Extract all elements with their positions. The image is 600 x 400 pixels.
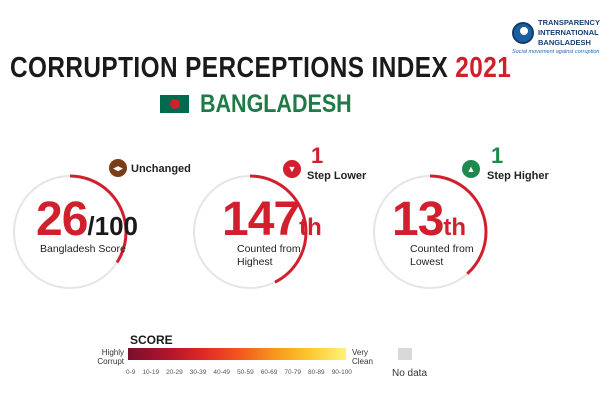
ring-progress	[12, 174, 128, 290]
legend-tick: 90-100	[331, 369, 352, 376]
ring-progress	[372, 174, 488, 290]
score-value: 26/100	[36, 196, 138, 250]
score-ring	[8, 170, 132, 294]
legend-low-line-2: Corrupt	[97, 357, 124, 366]
legend-tick: 80-89	[308, 369, 325, 376]
legend-high-line-2: Clean	[352, 357, 373, 366]
legend-ticks: 0-9 10-19 20-29 30-39 40-49 50-59 60-69 …	[126, 369, 352, 376]
legend-high-label: Very Clean	[352, 348, 373, 366]
rank-lowest-ring	[368, 170, 492, 294]
legend-tick: 10-19	[142, 369, 160, 376]
no-data-label: No data	[392, 368, 428, 379]
rank-lowest-caption-line-1: Counted from	[410, 243, 474, 255]
country-name: BANGLADESH	[200, 90, 352, 118]
rank-highest-ring-graphic	[192, 174, 308, 290]
rank-lowest-suffix: th	[443, 214, 467, 241]
score-color-scale	[128, 348, 346, 360]
legend-title: SCORE	[130, 333, 173, 347]
rank-highest-caption-line-1: Counted from	[237, 243, 301, 255]
legend-tick: 50-59	[237, 369, 254, 376]
rank-highest-status: Step Lower	[307, 170, 367, 182]
logo-tagline: Social movement against corruption	[512, 49, 600, 55]
rank-lowest-number: 13	[392, 193, 444, 246]
logo-line-2: INTERNATIONAL	[538, 28, 599, 37]
rank-highest-number: 147	[222, 193, 300, 246]
logo-line-1: TRANSPARENCY	[538, 18, 600, 27]
legend-tick: 40-49	[213, 369, 231, 376]
legend-low-label: Highly Corrupt	[94, 348, 124, 366]
rank-highest-caption: Counted from Highest	[237, 243, 301, 269]
legend-tick: 60-69	[260, 369, 278, 376]
legend-low-line-1: Highly	[101, 348, 124, 357]
score-number: 26	[36, 193, 88, 246]
legend-high-line-1: Very	[352, 348, 369, 357]
rank-lowest-change: 1	[491, 143, 504, 168]
bangladesh-flag-icon	[160, 95, 189, 113]
legend-tick: 0-9	[126, 369, 136, 376]
title-year: 2021	[455, 52, 512, 84]
score-status: Unchanged	[131, 163, 191, 175]
left-right-arrows-icon: ◂▸	[109, 159, 127, 177]
legend-tick: 30-39	[189, 369, 207, 376]
ring-progress	[192, 174, 308, 290]
rank-lowest-caption: Counted from Lowest	[410, 243, 474, 269]
rank-highest-suffix: th	[299, 214, 322, 241]
score-ring-graphic	[12, 174, 128, 290]
score-unit: /100	[87, 211, 138, 241]
rank-highest-change: 1	[311, 143, 324, 168]
legend-tick: 70-79	[284, 369, 301, 376]
legend-tick: 20-29	[166, 369, 183, 376]
rank-lowest-caption-line-2: Lowest	[410, 256, 444, 268]
rank-highest-value: 147th	[222, 196, 322, 252]
up-triangle-icon: ▲	[462, 160, 480, 178]
rank-highest-caption-line-2: Highest	[237, 256, 273, 268]
rank-lowest-status: Step Higher	[487, 170, 549, 182]
rank-lowest-ring-graphic	[372, 174, 488, 290]
page-title: CORRUPTION PERCEPTIONS INDEX 2021	[10, 52, 511, 85]
rank-highest-ring	[188, 170, 312, 294]
flag-disc	[170, 99, 180, 109]
score-caption: Bangladesh Score	[40, 243, 126, 255]
rank-lowest-value: 13th	[392, 196, 466, 252]
transparency-international-logo-icon	[512, 22, 534, 44]
down-triangle-icon: ▼	[283, 160, 301, 178]
no-data-swatch	[398, 348, 412, 360]
logo-text: TRANSPARENCY INTERNATIONAL BANGLADESH	[538, 18, 600, 48]
logo-line-3: BANGLADESH	[538, 38, 591, 47]
title-text: CORRUPTION PERCEPTIONS INDEX	[10, 52, 449, 84]
